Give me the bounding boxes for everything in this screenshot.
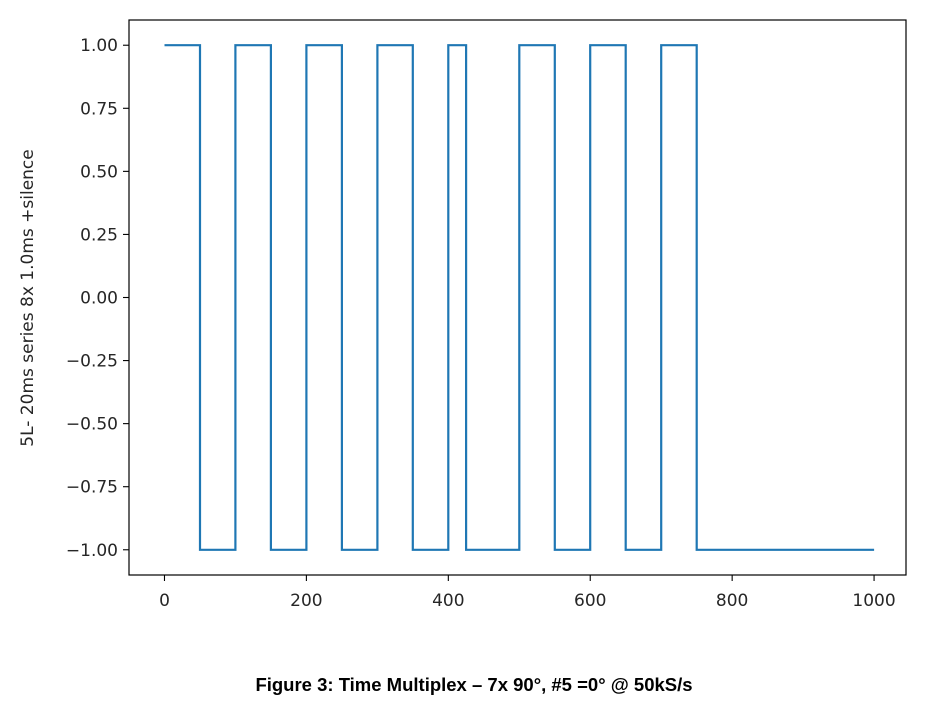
x-tick-label: 1000 xyxy=(852,591,895,611)
series-line xyxy=(164,44,875,551)
y-tick-label: 0.25 xyxy=(80,225,118,245)
y-tick-label: 0.50 xyxy=(80,162,118,182)
plot-area-frame xyxy=(128,19,907,576)
y-axis-label: 5L- 20ms series 8x 1.0ms +silence xyxy=(18,149,38,446)
x-tick-label: 200 xyxy=(290,591,322,611)
x-tick-label: 400 xyxy=(432,591,464,611)
y-tick-label: 0.00 xyxy=(80,289,118,309)
y-tick-label: 0.75 xyxy=(80,99,118,119)
y-tick-label: −1.00 xyxy=(66,541,118,561)
figure-caption: Figure 3: Time Multiplex – 7x 90°, #5 =0… xyxy=(255,674,693,695)
chart: 0 200 400 600 800 1000 1.00 0.75 0.50 0.25 0.00 −0… xyxy=(18,19,907,611)
x-tick-label: 800 xyxy=(716,591,748,611)
y-tick-label: −0.75 xyxy=(66,478,118,498)
x-axis-ticks: 0 200 400 600 800 1000 xyxy=(159,575,896,611)
x-tick-label: 0 xyxy=(159,591,170,611)
y-tick-label: −0.50 xyxy=(66,415,118,435)
y-axis-ticks: 1.00 0.75 0.50 0.25 0.00 −0.25 −0.50 −0.75 −1.00 xyxy=(66,36,129,561)
y-tick-label: 1.00 xyxy=(80,36,118,56)
series-layer xyxy=(164,44,875,551)
y-tick-label: −0.25 xyxy=(66,352,118,372)
x-tick-label: 600 xyxy=(574,591,606,611)
